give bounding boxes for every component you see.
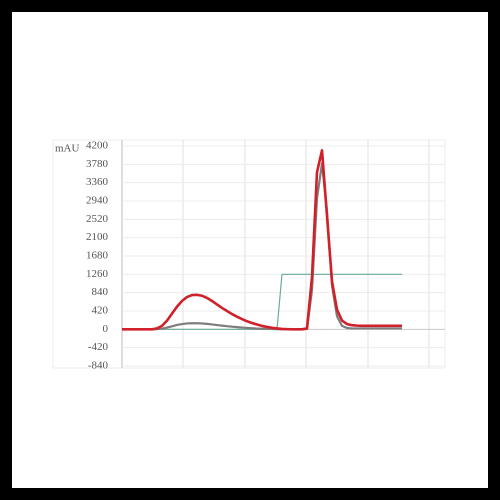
series-line <box>122 162 402 331</box>
y-tick-label: 0 <box>103 323 109 335</box>
y-tick-label: 4200 <box>86 140 109 152</box>
y-tick-label: 2100 <box>86 231 109 243</box>
y-tick-label: 420 <box>92 305 109 317</box>
y-axis-label: mAU <box>55 143 80 155</box>
y-tick-label: 3360 <box>86 176 109 188</box>
y-tick-label: 2940 <box>86 195 109 207</box>
plot-area <box>52 139 446 369</box>
series-line <box>122 149 402 331</box>
y-tick-label: 840 <box>92 286 109 298</box>
y-tick-label: -420 <box>88 341 109 353</box>
y-tick-label: 2520 <box>86 213 109 225</box>
y-tick-label: 1680 <box>86 250 109 262</box>
y-tick-label: 3780 <box>86 158 109 170</box>
y-tick-label: 1260 <box>86 268 109 280</box>
y-tick-label: -840 <box>88 360 109 372</box>
